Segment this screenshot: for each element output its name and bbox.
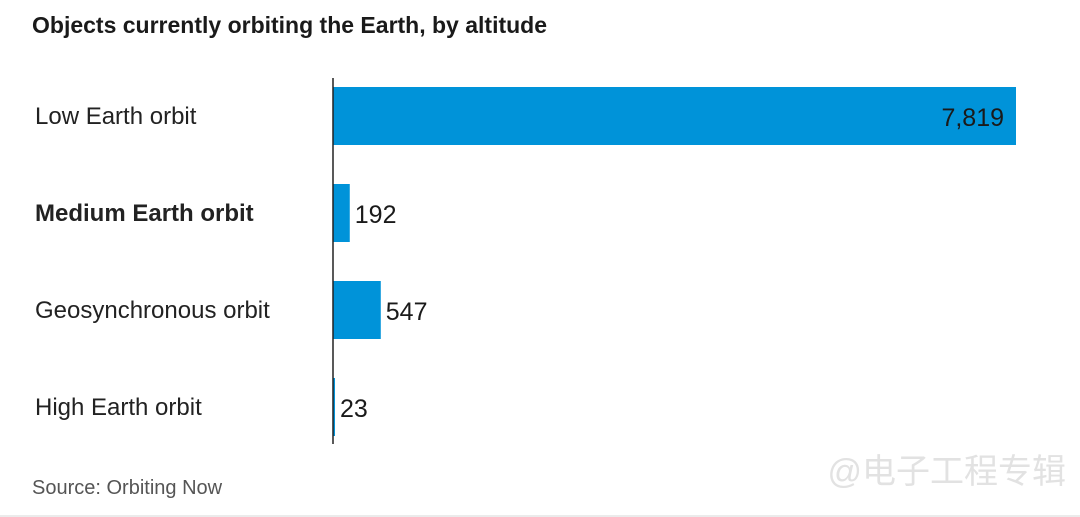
watermark: @电子工程专辑 bbox=[827, 453, 1066, 491]
value-label-medium-earth-orbit: 192 bbox=[355, 201, 397, 229]
chart-title: Objects currently orbiting the Earth, by… bbox=[32, 12, 548, 38]
category-label-low-earth-orbit: Low Earth orbit bbox=[35, 103, 197, 130]
category-label-geosynchronous-orbit: Geosynchronous orbit bbox=[35, 297, 270, 324]
bar-medium-earth-orbit bbox=[333, 184, 350, 242]
value-label-high-earth-orbit: 23 bbox=[340, 395, 368, 423]
value-label-low-earth-orbit: 7,819 bbox=[941, 104, 1004, 132]
source-note: Source: Orbiting Now bbox=[32, 477, 223, 499]
bar-low-earth-orbit bbox=[333, 87, 1016, 145]
bottom-divider bbox=[0, 515, 1080, 517]
value-label-geosynchronous-orbit: 547 bbox=[386, 298, 428, 326]
category-label-high-earth-orbit: High Earth orbit bbox=[35, 394, 202, 421]
bar-high-earth-orbit bbox=[333, 378, 336, 436]
category-label-medium-earth-orbit: Medium Earth orbit bbox=[35, 200, 254, 227]
bar-geosynchronous-orbit bbox=[333, 281, 381, 339]
